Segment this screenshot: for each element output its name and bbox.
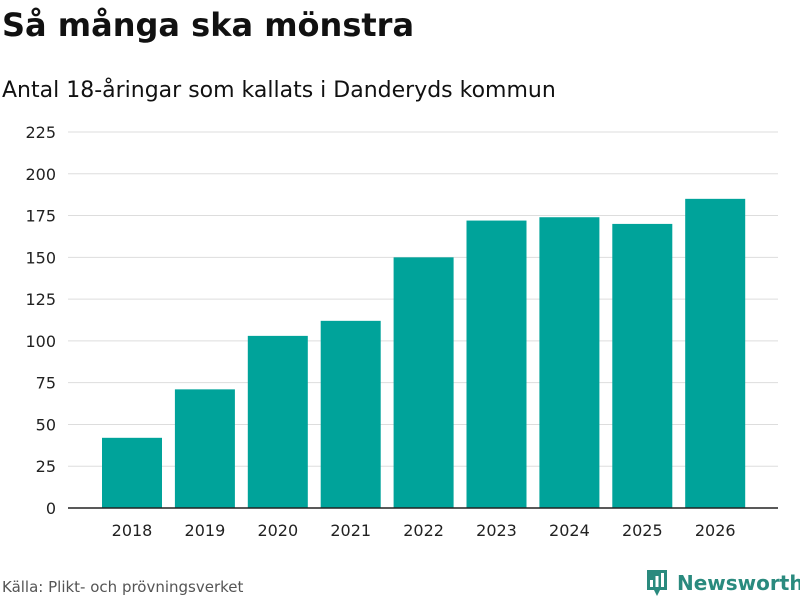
source-note: Källa: Plikt- och prövningsverket (2, 578, 244, 596)
y-tick-label: 100 (25, 332, 56, 351)
bar-2025 (612, 223, 673, 508)
x-tick-label: 2023 (476, 521, 517, 540)
y-tick-label: 200 (25, 165, 56, 184)
bar-2019 (174, 389, 235, 508)
brand-name: Newsworthy (677, 571, 800, 595)
bar-2021 (320, 320, 381, 508)
x-tick-label: 2026 (695, 521, 736, 540)
chart-subtitle: Antal 18-åringar som kallats i Danderyds… (2, 78, 556, 103)
bar-2024 (539, 217, 600, 508)
y-tick-label: 25 (36, 457, 56, 476)
y-tick-label: 125 (25, 290, 56, 309)
bar-2018 (102, 437, 162, 508)
y-axis-ticks: 0 25 50 75 100 125 150 175 200 225 (25, 123, 56, 518)
y-tick-label: 0 (46, 499, 56, 518)
bar-2023 (466, 220, 527, 508)
x-tick-label: 2024 (549, 521, 590, 540)
y-tick-label: 50 (36, 415, 56, 434)
bar-2022 (393, 257, 454, 508)
y-tick-label: 75 (36, 374, 56, 393)
brand-logo[interactable]: Newsworthy (645, 568, 800, 598)
x-tick-label: 2025 (622, 521, 663, 540)
y-tick-label: 150 (25, 248, 56, 267)
bar-2020 (247, 335, 308, 508)
newsworthy-logo-icon (647, 570, 667, 596)
x-tick-label: 2021 (330, 521, 371, 540)
chart-title: Så många ska mönstra (2, 6, 415, 44)
x-tick-label: 2020 (257, 521, 298, 540)
y-tick-label: 175 (25, 207, 56, 226)
bar-2026 (685, 198, 746, 508)
x-axis-ticks: 2018 2019 2020 2021 2022 2023 2024 2025 2026 (112, 521, 736, 540)
x-tick-label: 2018 (112, 521, 153, 540)
x-tick-label: 2019 (185, 521, 226, 540)
y-tick-label: 225 (25, 123, 56, 142)
bars (102, 198, 746, 508)
x-tick-label: 2022 (403, 521, 444, 540)
